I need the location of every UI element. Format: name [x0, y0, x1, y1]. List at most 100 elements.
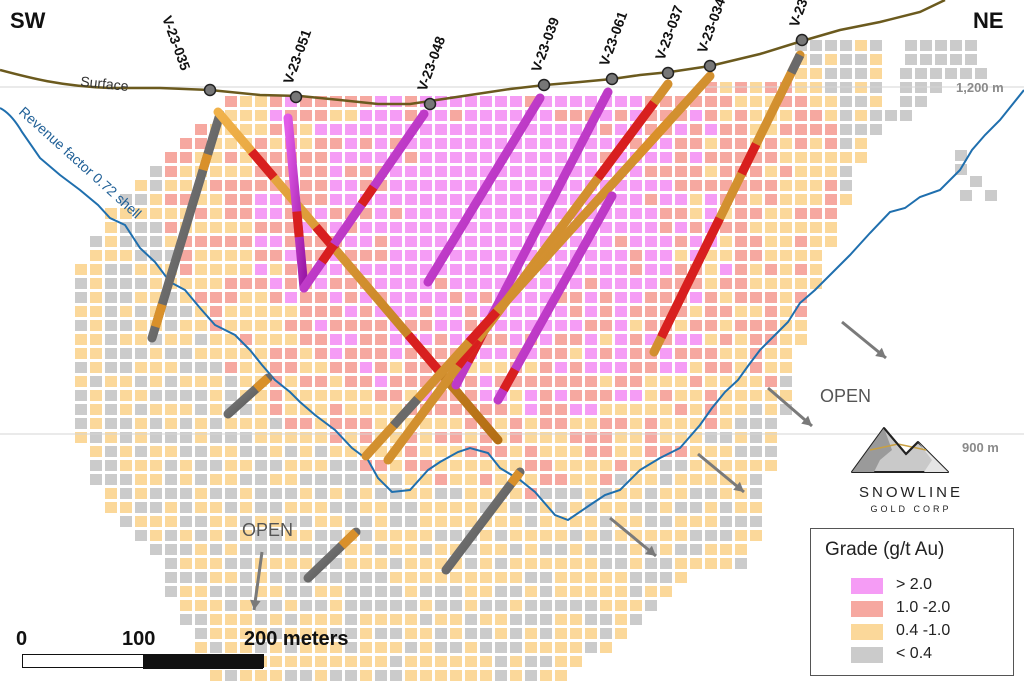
grade-block: [255, 320, 267, 331]
grade-block: [825, 54, 837, 65]
grade-block: [555, 544, 567, 555]
scale-tick-100: 100: [122, 628, 156, 650]
grade-block: [465, 572, 477, 583]
grade-block: [585, 628, 597, 639]
grade-block: [660, 334, 672, 345]
grade-block: [360, 628, 372, 639]
grade-block: [495, 194, 507, 205]
grade-block: [225, 488, 237, 499]
drillhole-trace: [493, 191, 617, 405]
grade-block: [645, 362, 657, 373]
grade-block: [285, 334, 297, 345]
grade-block: [465, 586, 477, 597]
grade-block: [705, 418, 717, 429]
drillhole-interval: [390, 395, 421, 429]
grade-block: [585, 250, 597, 261]
grade-block: [255, 124, 267, 135]
grade-block: [135, 348, 147, 359]
grade-block: [315, 670, 327, 681]
grade-block: [135, 194, 147, 205]
grade-block: [105, 390, 117, 401]
grade-block: [555, 628, 567, 639]
grade-block: [390, 474, 402, 485]
grade-block: [555, 334, 567, 345]
grade-block: [135, 502, 147, 513]
grade-block: [255, 390, 267, 401]
grade-block: [285, 348, 297, 359]
grade-block: [315, 516, 327, 527]
grade-block: [645, 572, 657, 583]
grade-block: [585, 600, 597, 611]
grade-block: [615, 530, 627, 541]
grade-block: [120, 320, 132, 331]
grade-block: [540, 320, 552, 331]
grade-block: [135, 404, 147, 415]
grade-block: [585, 530, 597, 541]
grade-block: [390, 362, 402, 373]
grade-block: [660, 572, 672, 583]
grade-block: [690, 222, 702, 233]
grade-block: [750, 306, 762, 317]
grade-block: [405, 306, 417, 317]
grade-block: [630, 180, 642, 191]
scale-bar: 0 100 200 meters: [16, 628, 382, 670]
grade-block: [195, 572, 207, 583]
grade-block: [120, 474, 132, 485]
grade-block: [315, 502, 327, 513]
grade-block: [390, 278, 402, 289]
grade-block: [465, 600, 477, 611]
grade-block: [315, 194, 327, 205]
grade-block: [405, 222, 417, 233]
grade-block: [750, 110, 762, 121]
grade-block: [540, 166, 552, 177]
grade-block: [270, 362, 282, 373]
grade-block: [255, 110, 267, 121]
grade-block: [315, 152, 327, 163]
legend-label: < 0.4: [896, 645, 933, 662]
grade-block: [435, 152, 447, 163]
grade-block: [555, 502, 567, 513]
grade-block: [765, 362, 777, 373]
grade-block: [255, 488, 267, 499]
grade-block: [150, 502, 162, 513]
grade-block: [360, 404, 372, 415]
grade-block: [165, 404, 177, 415]
grade-block: [540, 488, 552, 499]
grade-block: [480, 138, 492, 149]
grade-block: [405, 460, 417, 471]
grade-block: [90, 306, 102, 317]
grade-block: [750, 194, 762, 205]
grade-block: [705, 362, 717, 373]
grade-block: [195, 558, 207, 569]
grade-block: [780, 278, 792, 289]
grade-block: [420, 376, 432, 387]
grade-block: [420, 446, 432, 457]
grade-block: [555, 642, 567, 653]
grade-block: [375, 474, 387, 485]
grade-block: [555, 124, 567, 135]
grade-block: [675, 390, 687, 401]
grade-block: [420, 320, 432, 331]
grade-block: [690, 460, 702, 471]
grade-block: [600, 138, 612, 149]
grade-block: [150, 222, 162, 233]
grade-block: [240, 306, 252, 317]
grade-block: [645, 488, 657, 499]
grade-block: [495, 376, 507, 387]
grade-block: [840, 152, 852, 163]
grade-block: [180, 418, 192, 429]
grade-block: [810, 278, 822, 289]
grade-block: [555, 376, 567, 387]
grade-block: [480, 656, 492, 667]
grade-block: [345, 110, 357, 121]
grade-block: [165, 558, 177, 569]
grade-block: [105, 488, 117, 499]
grade-block: [315, 180, 327, 191]
grade-block: [285, 586, 297, 597]
grade-block: [645, 292, 657, 303]
grade-block: [375, 544, 387, 555]
grade-block: [480, 642, 492, 653]
grade-block: [105, 334, 117, 345]
grade-block: [765, 404, 777, 415]
grade-block: [390, 110, 402, 121]
